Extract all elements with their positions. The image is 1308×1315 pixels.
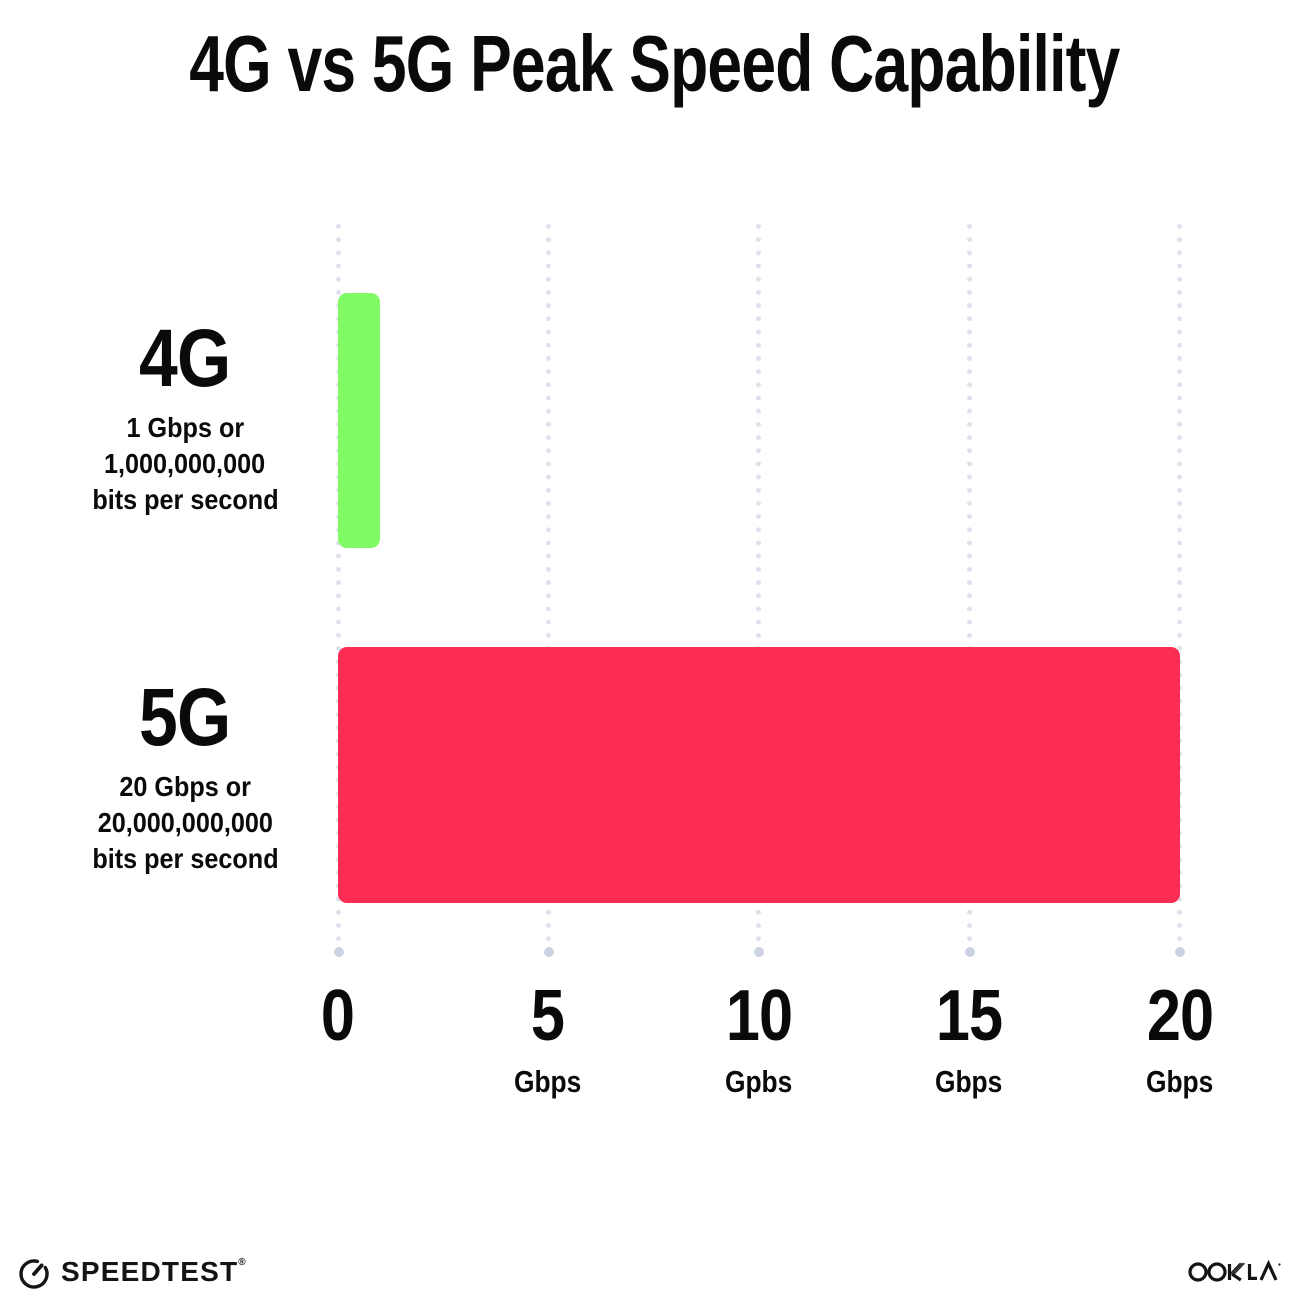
x-tick-value: 0 <box>321 976 355 1056</box>
ookla-logo: OOKLA <box>1188 1256 1292 1291</box>
desc-line: 20 Gbps or <box>119 771 251 802</box>
category-label-5g: 5G 20 Gbps or 20,000,000,000 bits per se… <box>35 677 335 877</box>
gridline-end-dot <box>753 947 764 957</box>
x-tick-0: 0 <box>228 980 448 1052</box>
category-desc-5g: 20 Gbps or 20,000,000,000 bits per secon… <box>35 769 335 877</box>
category-name-4g: 4G <box>139 313 231 404</box>
speedtest-wordmark: SPEEDTEST® <box>61 1256 246 1287</box>
gridline-end-dot <box>964 947 975 957</box>
bar-4g <box>338 293 380 548</box>
x-tick-5: 5 Gbps <box>438 980 658 1097</box>
x-tick-value: 5 <box>531 976 565 1056</box>
page-title: 4G vs 5G Peak Speed Capability <box>0 18 1308 110</box>
gridline-0 <box>333 224 344 957</box>
x-tick-unit: Gbps <box>1146 1064 1214 1099</box>
gridline-end-dot <box>333 947 344 957</box>
speedometer-icon <box>19 1259 49 1289</box>
x-tick-value: 10 <box>725 976 793 1056</box>
ookla-wordmark <box>1188 1259 1281 1282</box>
x-tick-20: 20 Gbps <box>1070 980 1290 1097</box>
speedtest-logo: SPEEDTEST® <box>16 1254 246 1290</box>
page-title-text: 4G vs 5G Peak Speed Capability <box>188 19 1120 108</box>
gridline-10 <box>753 224 764 957</box>
gridline-5 <box>543 224 554 957</box>
bar-5g <box>338 647 1180 903</box>
gridline-end-dot <box>543 947 554 957</box>
category-label-4g: 4G 1 Gbps or 1,000,000,000 bits per seco… <box>35 318 335 518</box>
category-name-5g: 5G <box>139 672 231 763</box>
x-tick-unit: Gbps <box>935 1064 1003 1099</box>
x-tick-unit: Gpbs <box>725 1064 793 1099</box>
gridline-20 <box>1174 224 1185 957</box>
gridline-15 <box>964 224 975 957</box>
x-tick-unit: Gbps <box>514 1064 582 1099</box>
plot-area <box>333 224 1185 957</box>
trademark-symbol: ® <box>238 1257 246 1268</box>
desc-line: 1,000,000,000 <box>104 448 266 479</box>
desc-line: 20,000,000,000 <box>97 807 273 838</box>
category-desc-4g: 1 Gbps or 1,000,000,000 bits per second <box>35 410 335 518</box>
x-tick-value: 15 <box>935 976 1003 1056</box>
x-tick-value: 20 <box>1146 976 1214 1056</box>
desc-line: bits per second <box>91 484 279 515</box>
desc-line: bits per second <box>91 843 279 874</box>
x-tick-15: 15 Gbps <box>859 980 1079 1097</box>
desc-line: 1 Gbps or <box>126 412 244 443</box>
x-tick-10: 10 Gpbs <box>649 980 869 1097</box>
gridline-end-dot <box>1174 947 1185 957</box>
